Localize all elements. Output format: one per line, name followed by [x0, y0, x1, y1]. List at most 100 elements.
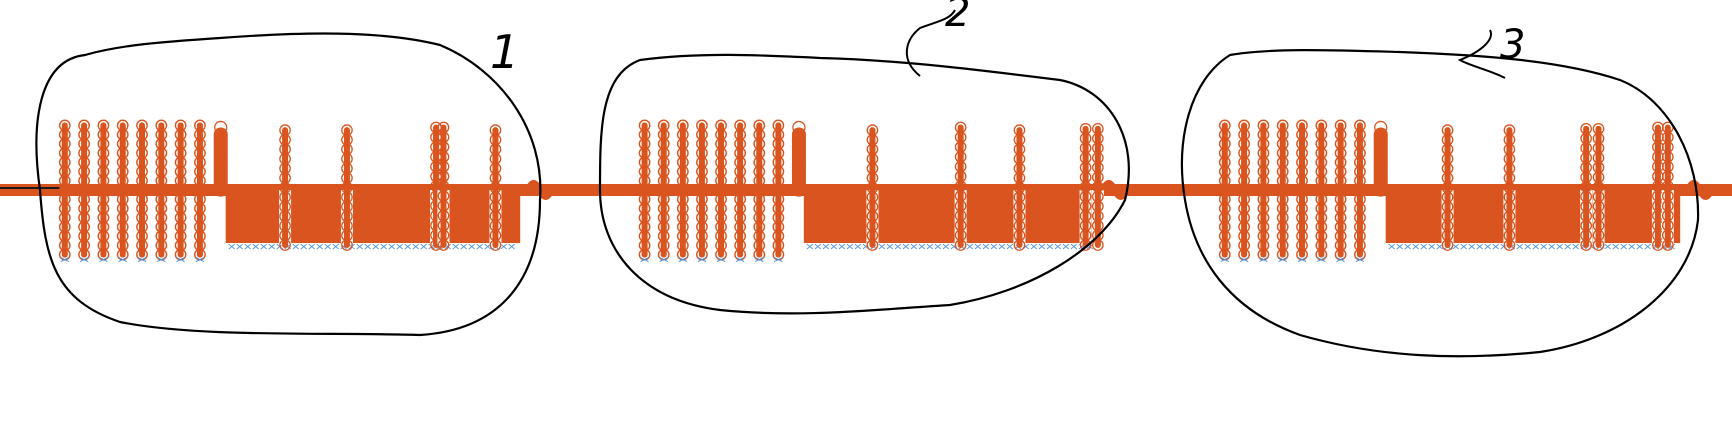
block-x-marker [1524, 243, 1531, 250]
pulse-marker [1354, 193, 1366, 206]
block-x-marker [1070, 243, 1078, 250]
gap-pulse-marker [866, 191, 879, 204]
gap-pulse-marker [1092, 219, 1104, 232]
pulse-marker [1315, 221, 1328, 233]
pulse-marker [97, 156, 110, 169]
pulse-marker [136, 165, 148, 178]
pulse-marker [657, 193, 670, 206]
signal-groups [58, 119, 1715, 263]
block-x-marker [316, 243, 323, 250]
block-x-marker [902, 243, 910, 250]
gap-pulse-marker [1580, 122, 1593, 135]
pulse-marker [772, 230, 785, 243]
gap-pulse-marker [1013, 143, 1026, 156]
gap-pulse-marker [1013, 181, 1026, 194]
block-x-marker [1030, 243, 1038, 250]
block-x-marker [244, 243, 251, 250]
pulse-marker [78, 119, 91, 132]
pulse-marker [638, 184, 651, 196]
pulse-marker [58, 137, 71, 150]
pulse-marker [753, 119, 766, 132]
block-x-marker [934, 243, 942, 250]
block-x-marker [806, 243, 814, 250]
wide-pulse-marker [1374, 167, 1388, 182]
pulse-marker [116, 230, 129, 243]
pulse-marker [696, 165, 708, 178]
pulse-marker [715, 137, 727, 150]
secondary-marker [60, 257, 70, 263]
gap-pulse-marker [866, 229, 879, 242]
pulse-marker [715, 165, 727, 178]
pulse-marker [1334, 156, 1347, 169]
pulse-marker [1218, 137, 1231, 150]
gap-pulse-marker [341, 229, 353, 242]
pulse-marker [696, 184, 708, 196]
pulse-marker [753, 184, 766, 196]
gap-pulse-marker [1441, 239, 1454, 251]
pulse-marker [715, 184, 727, 196]
pulse-marker [638, 221, 651, 233]
pulse-marker [58, 202, 71, 215]
pulse-marker [715, 119, 727, 132]
pulse-marker [1276, 147, 1289, 159]
pulse-marker [753, 174, 766, 187]
block-x-marker [412, 243, 419, 250]
gap-pulse-marker [489, 200, 502, 213]
gap-pulse-marker [866, 181, 879, 194]
pulse-marker [1296, 165, 1308, 178]
gap-pulse-marker [489, 162, 502, 175]
pulse-marker [1354, 230, 1366, 243]
pulse-marker [696, 193, 708, 206]
gap-pulse-marker [1592, 122, 1605, 135]
pulse-marker [136, 119, 148, 132]
gap-pulse-marker [1079, 190, 1092, 203]
pulse-marker [97, 128, 110, 141]
gap-pulse-marker [866, 210, 879, 223]
gap-pulse-marker [1503, 124, 1516, 137]
gap-pulse-marker [1503, 200, 1516, 213]
pulse-marker [194, 202, 206, 215]
pulse-marker [772, 147, 785, 159]
gap-pulse-marker [1592, 190, 1605, 203]
gap-pulse-marker [279, 153, 291, 165]
pulse-marker [1257, 165, 1270, 178]
pulse-marker [696, 221, 708, 233]
pulse-marker [1238, 239, 1251, 252]
pulse-marker [1238, 184, 1251, 196]
pulse-marker [1354, 165, 1366, 178]
pulse-marker [1257, 184, 1270, 196]
secondary-marker [774, 257, 783, 263]
pulse-marker [174, 184, 187, 196]
pulse-marker [116, 202, 129, 215]
wide-pulse-marker [1374, 159, 1388, 174]
gap-pulse-marker [279, 229, 291, 242]
block-x-marker [460, 243, 467, 250]
gap-pulse-marker [1441, 191, 1454, 204]
block-x-marker [1532, 243, 1539, 250]
pulse-marker [155, 184, 168, 196]
secondary-marker [195, 257, 205, 263]
pulse-marker [734, 184, 747, 196]
block-x-marker [1006, 243, 1014, 250]
pulse-marker [58, 128, 71, 141]
block-x-marker [1564, 243, 1571, 250]
gap-pulse-marker [1092, 152, 1104, 164]
block-x-marker [1054, 243, 1062, 250]
pulse-marker [696, 211, 708, 224]
secondary-marker [1278, 257, 1287, 263]
gap-pulse-marker [1079, 142, 1092, 155]
pulse-marker [1315, 137, 1328, 150]
pulse-marker [1334, 147, 1347, 159]
pulse-marker [638, 147, 651, 159]
secondary-marker [640, 257, 649, 263]
pulse-marker [772, 128, 785, 141]
baseline-layer [0, 184, 1732, 196]
pulse-marker [155, 147, 168, 159]
pulse-marker [1334, 137, 1347, 150]
gap-pulse-marker [1441, 210, 1454, 223]
trailing-wiggle [1684, 180, 1715, 200]
pulse-marker [1296, 156, 1308, 169]
pulse-marker [657, 174, 670, 187]
pulse-marker [696, 128, 708, 141]
block-x-marker [1404, 243, 1411, 250]
